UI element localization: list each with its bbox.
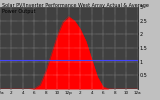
Text: Solar PV/Inverter Performance West Array Actual & Average Power Output: Solar PV/Inverter Performance West Array… xyxy=(2,3,148,14)
